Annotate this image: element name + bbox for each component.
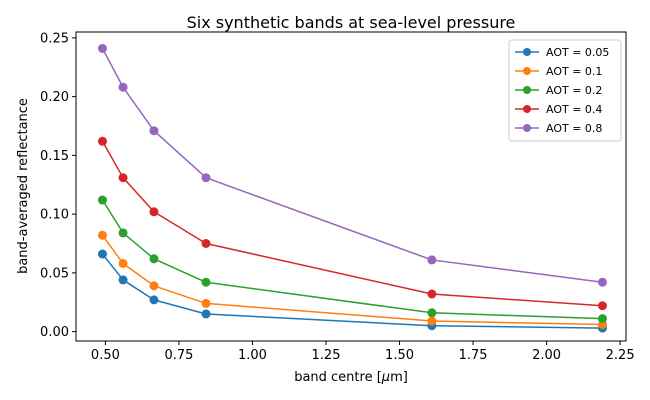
- data-point: [97, 195, 107, 205]
- x-tick-label: 1.00: [238, 348, 267, 363]
- x-tick-label: 0.50: [91, 348, 120, 363]
- series-group: [97, 43, 607, 287]
- legend-marker: [523, 124, 531, 132]
- data-point: [149, 281, 159, 291]
- y-tick-label: 0.25: [40, 31, 69, 46]
- series-group: [97, 230, 607, 330]
- data-point: [118, 258, 128, 268]
- data-point: [427, 316, 437, 326]
- series-line: [101, 199, 603, 320]
- data-point: [149, 254, 159, 264]
- data-point: [427, 255, 437, 265]
- data-point: [597, 301, 607, 311]
- data-point: [427, 289, 437, 299]
- series-line: [101, 140, 603, 307]
- legend-label: AOT = 0.05: [546, 46, 609, 59]
- y-tick-label: 0.15: [40, 149, 69, 164]
- data-point: [201, 309, 211, 319]
- data-point: [97, 136, 107, 146]
- series-line: [101, 253, 603, 329]
- y-tick-label: 0.05: [40, 266, 69, 281]
- data-point: [201, 277, 211, 287]
- data-point: [118, 275, 128, 285]
- series-group: [97, 249, 607, 333]
- data-point: [97, 230, 107, 240]
- data-point: [97, 249, 107, 259]
- y-tick-label: 0.00: [40, 325, 69, 340]
- y-axis-title: band-averaged reflectance: [16, 98, 31, 274]
- x-tick-label: 2.25: [606, 348, 635, 363]
- series-group: [97, 195, 607, 324]
- x-tick-label: 1.75: [459, 348, 488, 363]
- data-point: [149, 126, 159, 136]
- legend-marker: [523, 48, 531, 56]
- data-point: [597, 277, 607, 287]
- legend-label: AOT = 0.4: [546, 103, 602, 116]
- legend-marker: [523, 105, 531, 113]
- plot-frame: [75, 31, 627, 342]
- data-point: [149, 295, 159, 305]
- y-tick-label: 0.20: [40, 90, 69, 105]
- data-point: [427, 308, 437, 318]
- legend-marker: [523, 67, 531, 75]
- data-point: [118, 173, 128, 183]
- data-point: [201, 298, 211, 308]
- legend-marker: [523, 86, 531, 94]
- legend-label: AOT = 0.1: [546, 65, 602, 78]
- legend: AOT = 0.05 AOT = 0.1 AOT = 0.2 AOT = 0.4 AOT…: [508, 39, 622, 142]
- x-tick-label: 0.75: [164, 348, 193, 363]
- series-group: [97, 136, 607, 311]
- legend-label: AOT = 0.8: [546, 122, 602, 135]
- chart-title: Six synthetic bands at sea-level pressur…: [187, 13, 516, 32]
- legend-box: [508, 39, 622, 142]
- data-point: [201, 238, 211, 248]
- data-point: [149, 207, 159, 217]
- data-point: [118, 82, 128, 92]
- x-tick-label: 1.25: [312, 348, 341, 363]
- data-point: [97, 43, 107, 53]
- data-point: [201, 173, 211, 183]
- x-tick-label: 2.00: [532, 348, 561, 363]
- x-tick-label: 1.50: [385, 348, 414, 363]
- data-point: [597, 314, 607, 324]
- y-tick-label: 0.10: [40, 208, 69, 223]
- legend-label: AOT = 0.2: [546, 84, 602, 97]
- x-axis-title: band centre [μm]: [294, 370, 408, 385]
- data-point: [118, 228, 128, 238]
- series-line: [101, 48, 603, 283]
- series-line: [101, 234, 603, 326]
